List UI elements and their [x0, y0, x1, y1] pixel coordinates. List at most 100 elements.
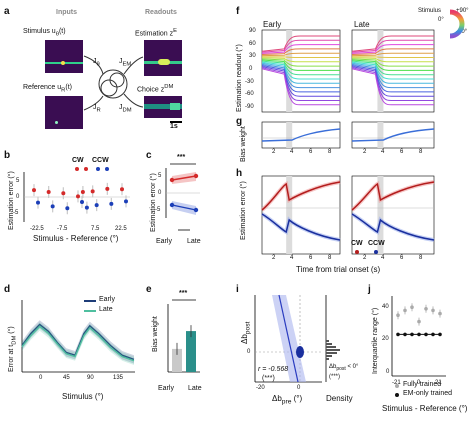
panel-h-xlabel: Time from trial onset (s) [296, 265, 381, 274]
j-em-label: JEM [119, 58, 132, 68]
panel-b-xtick-2: -7.5 [57, 226, 68, 232]
panel-f-frame [261, 29, 341, 113]
panel-i-fit-line [278, 294, 299, 383]
legend-em-marker [395, 393, 399, 397]
panel-b-point-ccw [36, 200, 40, 205]
panel-e-bar-early [172, 348, 182, 372]
panel-d-band-late [22, 322, 134, 365]
reference-heatmap [45, 96, 83, 129]
panel-c-significance: *** [177, 154, 186, 161]
legend-cw: CW [72, 157, 84, 164]
panel-b-point-cw [120, 187, 124, 192]
panel-b-point-cw [90, 189, 95, 194]
panel-i-density-sig: (***) [329, 374, 341, 380]
panel-j-point-fully [417, 319, 421, 324]
panel-f-title-late: Late [354, 20, 370, 29]
panel-h-legend-ccw: CCW [368, 240, 385, 247]
panel-f-trace [351, 59, 434, 71]
panel-b-point-cw [61, 191, 66, 196]
panel-d-xtick-2: 45 [63, 375, 70, 381]
legend-cw-marker-2 [84, 167, 88, 171]
panel-h-cw-line [261, 181, 341, 211]
panel-f-trace [261, 65, 340, 93]
reference-label: Reference uR(t) [23, 84, 72, 94]
legend-fully-trained: Fully trained [403, 381, 442, 388]
panel-c-ytick-3: -5 [155, 207, 161, 213]
panel-i-xtick-1: -20 [256, 385, 265, 391]
panel-f-ytick: -90 [245, 104, 254, 110]
panel-b-point-ccw [80, 200, 84, 204]
panel-i-xtick-2: 0 [297, 385, 301, 391]
panel-g-trace [351, 128, 435, 142]
input-arrow-reference [83, 95, 104, 111]
panel-h-xtick-1: 2 [272, 255, 276, 261]
panel-b-point-cw [76, 194, 80, 199]
estimation-heatmap [144, 40, 182, 76]
panel-b-point-ccw [124, 199, 128, 204]
stimulus-heatmap [45, 40, 83, 73]
panel-b-point-ccw [65, 206, 70, 211]
legend-ccw-marker [96, 167, 100, 171]
panel-j-point-em [417, 332, 421, 337]
panel-f-trace [261, 62, 340, 84]
reference-spot [55, 121, 58, 124]
estimation-peak [158, 59, 170, 65]
panel-b-ytick-1: 5 [16, 178, 20, 184]
panel-j-point-em [403, 332, 407, 337]
panel-g-stim-window [286, 122, 293, 148]
panel-i-density-label: Density [326, 394, 353, 403]
panel-b-point-cw [46, 190, 51, 194]
panel-d-xtick-3: 90 [87, 375, 94, 381]
panel-j-xlabel: Stimulus - Reference (°) [382, 404, 468, 413]
stimulus-wheel-arc [449, 9, 465, 39]
panel-g-xtick-6: 4 [381, 149, 385, 155]
panel-f-trace [261, 52, 340, 57]
panel-c-ytick-1: 5 [158, 173, 162, 179]
panel-b-letter: b [4, 150, 11, 161]
network-loop-outer [98, 69, 128, 99]
legend-late-line [84, 310, 96, 312]
panel-j-xtick-3: 21 [435, 380, 442, 386]
panel-c-ccw-line [171, 204, 197, 211]
panel-g-xtick-2: 4 [290, 149, 294, 155]
network-loop-inner-a [100, 79, 118, 97]
panel-g-stim-window [377, 122, 384, 148]
panel-b-point-cw [32, 188, 36, 193]
panel-f-trace [261, 58, 340, 67]
panel-f-trace [351, 67, 434, 101]
panel-g-xtick-7: 6 [400, 149, 404, 155]
panel-i-r-sig: (***) [262, 375, 275, 382]
panel-c-cw-line [171, 175, 197, 181]
panel-e-bar-late [186, 331, 196, 372]
panel-f-trace [351, 63, 434, 89]
panel-i-point-cloud [296, 346, 304, 358]
panel-b-xtick-4: 22.5 [115, 226, 127, 232]
panel-f-ytick: 60 [249, 40, 256, 47]
legend-late: Late [99, 306, 113, 313]
panel-c-letter: c [146, 150, 152, 161]
panel-b-point-cw [105, 186, 110, 191]
legend-early: Early [99, 296, 115, 303]
estimation-label: Estimation zE [135, 28, 178, 38]
panel-j-xtick-1: -21 [392, 380, 401, 386]
panel-i-density-note: Δbpost < 0° [329, 364, 359, 373]
panel-c-cw-late [193, 173, 199, 179]
panel-g-xtick-8: 8 [419, 149, 423, 155]
legend-cw-marker [75, 167, 79, 171]
panel-i-density-bars [326, 340, 340, 360]
panel-h-letter: h [236, 168, 243, 179]
panel-f-trace [351, 35, 434, 52]
panel-h-xtick-6: 4 [381, 255, 385, 261]
panel-j-letter: j [368, 284, 371, 295]
panel-c-ytick-2: 0 [158, 190, 162, 196]
panel-j-point-fully [431, 308, 435, 313]
panel-i-r-value: r = -0.568 [258, 366, 289, 373]
panel-f-trace [261, 35, 340, 52]
density-bar [326, 340, 329, 342]
j-r-label: JR [93, 104, 101, 114]
panel-c-xtick-late: Late [187, 238, 201, 245]
panel-d-band-early [22, 320, 134, 364]
panel-f-trace [351, 60, 434, 76]
